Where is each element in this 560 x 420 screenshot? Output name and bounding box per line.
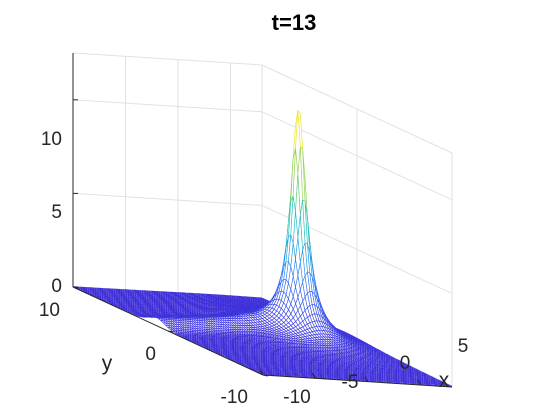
chart-title: t=13 — [272, 10, 317, 35]
surface-mesh — [72, 109, 453, 387]
grid-line — [72, 52, 263, 66]
grid-line — [72, 99, 263, 113]
grid-line — [72, 192, 263, 206]
